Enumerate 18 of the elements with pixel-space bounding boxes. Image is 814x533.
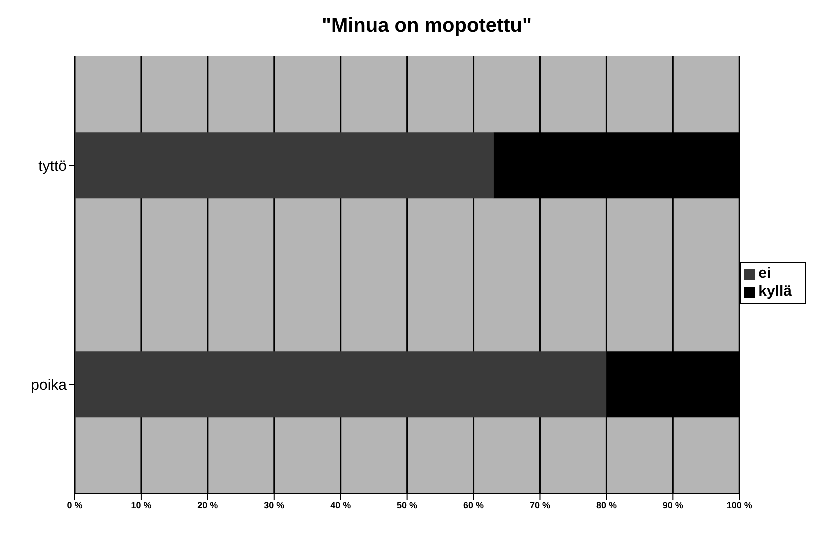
x-tick-label: 80 %	[596, 500, 617, 510]
x-tick-label: 70 %	[530, 500, 550, 510]
x-tick-label: 10 %	[131, 500, 152, 510]
y-tick-label: poika	[31, 376, 68, 394]
legend-label: ei	[758, 265, 772, 282]
x-tick-label: 20 %	[198, 500, 218, 510]
x-tick-label: 90 %	[662, 500, 684, 510]
x-tick-label: 60 %	[464, 500, 484, 510]
bar	[75, 352, 607, 418]
x-tick-label: 50 %	[397, 500, 418, 510]
x-tick-label: 30 %	[264, 500, 285, 510]
x-tick-label: 100 %	[726, 500, 752, 510]
chart-title: "Minua on mopotettu"	[320, 14, 534, 39]
bar	[75, 132, 494, 199]
x-tick-label: 0 %	[67, 500, 83, 510]
y-tick-label: tyttö	[38, 158, 67, 175]
x-tick-label: 40 %	[330, 500, 352, 510]
legend-label: kyllä	[758, 283, 792, 300]
